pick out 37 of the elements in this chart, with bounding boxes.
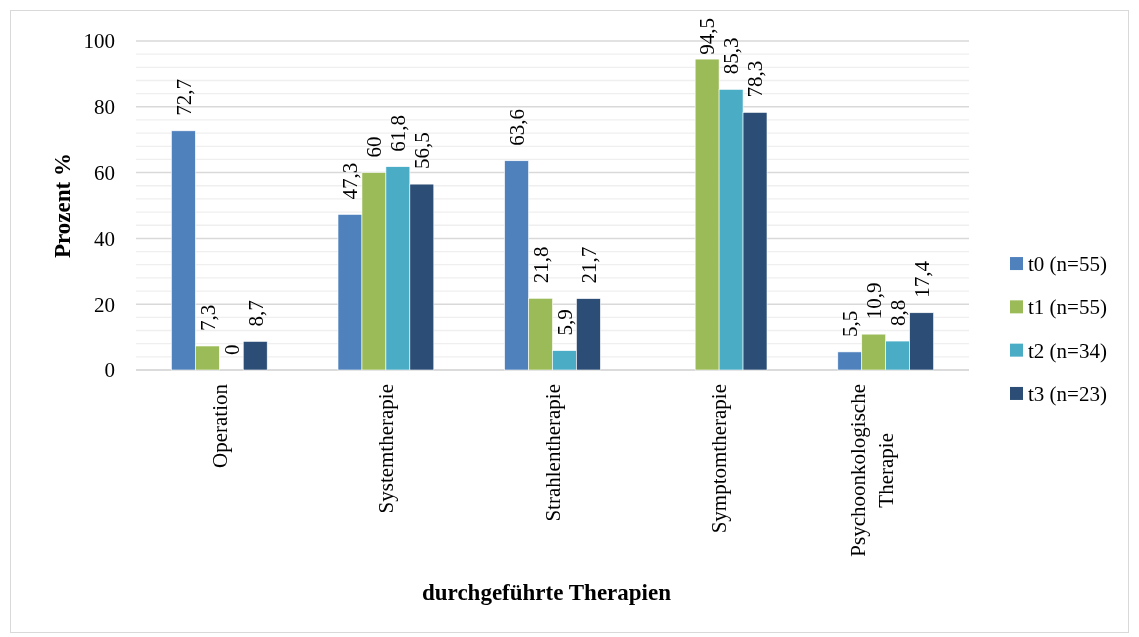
- data-label: 21,7: [576, 246, 601, 284]
- data-label: 47,3: [338, 162, 363, 200]
- y-tick-label: 100: [83, 29, 115, 54]
- data-label: 0: [219, 344, 244, 355]
- y-axis-title: Prozent %: [50, 153, 76, 258]
- y-tick-label: 20: [94, 292, 115, 317]
- y-tick-label: 40: [94, 226, 115, 251]
- x-tick-label: Symptomtherapie: [707, 384, 732, 534]
- data-label: 63,6: [504, 109, 529, 146]
- x-tick-label: Psychoonkologische Therapie: [846, 384, 899, 557]
- data-label: 17,4: [909, 260, 934, 298]
- data-label: 61,8: [386, 114, 411, 152]
- data-label: 8,8: [886, 299, 911, 327]
- x-tick-label: Systemtherapie: [374, 384, 399, 514]
- data-label: 60: [362, 136, 387, 158]
- y-tick-label: 60: [94, 160, 115, 185]
- data-label: 21,8: [528, 246, 553, 284]
- data-label: 5,5: [838, 310, 863, 337]
- data-label: 10,9: [862, 282, 887, 320]
- bar: [242, 341, 268, 371]
- legend-label: t1 (n=55): [1028, 295, 1107, 320]
- x-tick-label: Operation: [207, 383, 232, 468]
- data-label: 72,7: [171, 79, 196, 116]
- data-label: 78,3: [743, 60, 768, 98]
- legend-label: t3 (n=23): [1028, 381, 1107, 406]
- data-label: 56,5: [410, 132, 435, 170]
- y-tick-label: 80: [94, 95, 115, 120]
- x-tick-label: Strahlentherapie: [540, 384, 565, 522]
- data-label: 94,5: [695, 18, 720, 55]
- legend-label: t0 (n=55): [1028, 251, 1107, 276]
- y-tick-label: 0: [104, 358, 115, 383]
- data-label: 5,9: [552, 309, 577, 336]
- data-label: 7,3: [195, 304, 220, 331]
- legend-label: t2 (n=34): [1028, 338, 1107, 363]
- x-axis-title: durchgeführte Therapien: [422, 580, 672, 605]
- data-label: 8,7: [243, 300, 268, 327]
- data-label: 85,3: [719, 37, 744, 75]
